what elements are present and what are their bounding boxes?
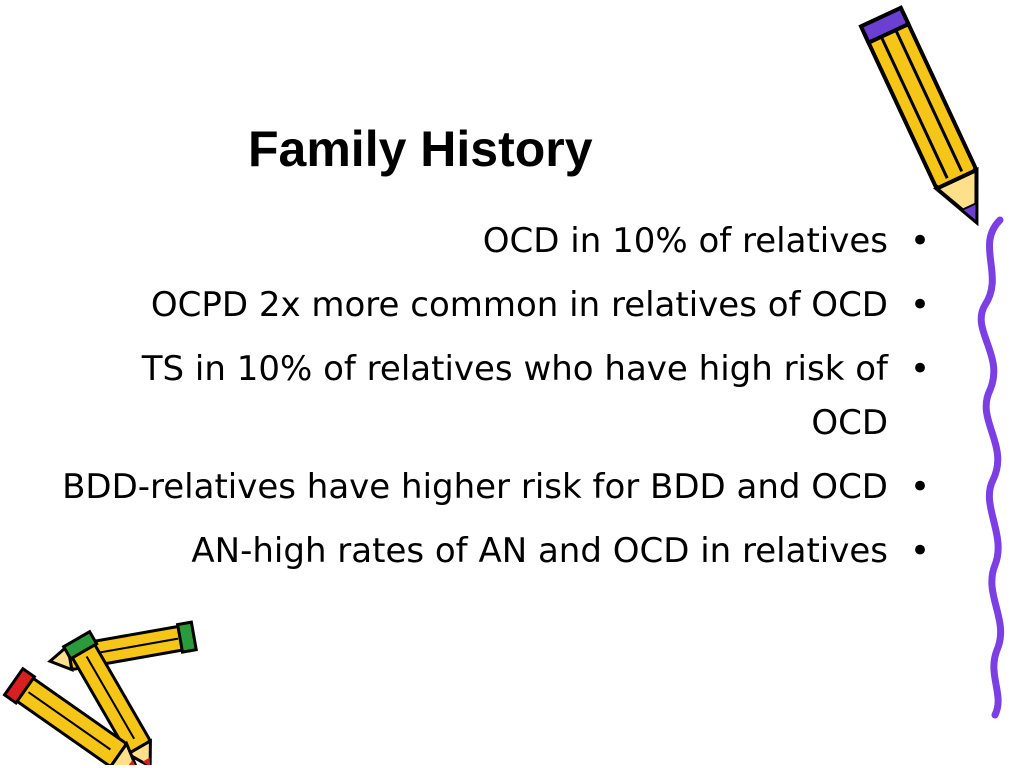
bullet-item: BDD-relatives have higher risk for BDD a…: [60, 460, 940, 514]
bullet-text: OCD in 10% of relatives: [482, 221, 888, 261]
bullet-marker: •: [910, 221, 931, 261]
scribble-line-icon: [977, 216, 1005, 719]
bullet-text: TS in 10% of relatives who have high ris…: [141, 349, 888, 443]
bullet-text: OCPD 2x more common in relatives of OCD: [150, 285, 888, 325]
pencil-icon: [858, 5, 979, 227]
bullet-list: OCD in 10% of relatives • OCPD 2x more c…: [60, 214, 940, 588]
bullet-marker: •: [910, 349, 931, 389]
bullet-marker: •: [910, 467, 931, 507]
bullet-marker: •: [910, 285, 931, 325]
bullet-marker: •: [910, 531, 931, 571]
bullet-item: OCD in 10% of relatives •: [60, 214, 940, 268]
bullet-item: OCPD 2x more common in relatives of OCD …: [60, 278, 940, 332]
slide-title: Family History: [248, 121, 593, 177]
bullet-item: TS in 10% of relatives who have high ris…: [60, 342, 940, 450]
pencils-icon: [2, 620, 198, 765]
bullet-text: BDD-relatives have higher risk for BDD a…: [62, 467, 888, 507]
bullet-item: AN-high rates of AN and OCD in relatives…: [60, 524, 940, 578]
bullet-text: AN-high rates of AN and OCD in relatives: [191, 531, 888, 571]
